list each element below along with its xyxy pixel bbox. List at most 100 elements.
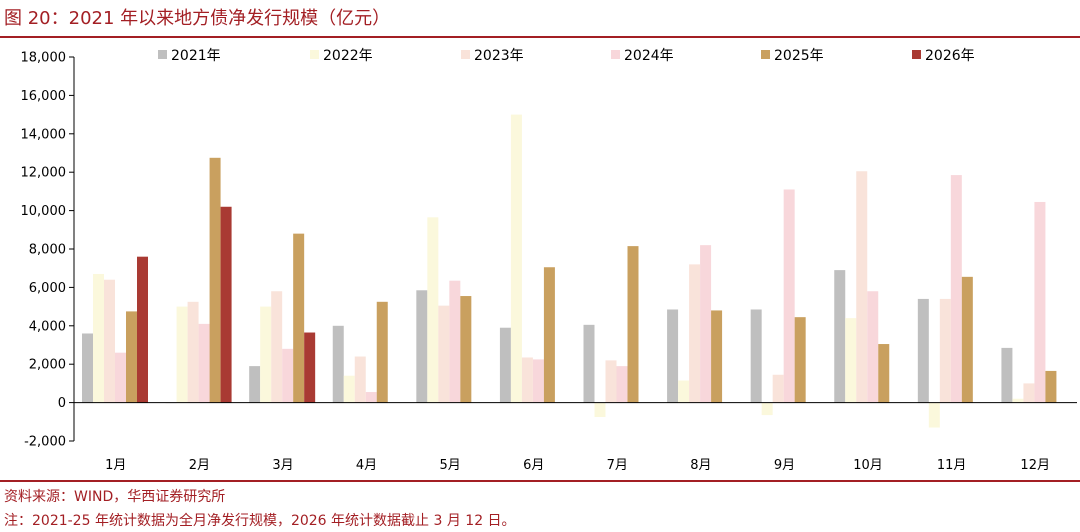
legend-swatch xyxy=(158,50,167,59)
bar xyxy=(878,344,890,403)
bar xyxy=(137,256,148,403)
legend-label: 2026年 xyxy=(925,48,975,64)
bar xyxy=(198,323,210,403)
bar xyxy=(126,311,137,403)
bar xyxy=(449,280,461,403)
bar xyxy=(616,366,628,403)
y-tick-label: -2,000 xyxy=(24,435,66,450)
bar xyxy=(627,246,639,403)
legend-swatch xyxy=(611,50,620,59)
bar xyxy=(93,273,104,403)
bar xyxy=(834,270,846,403)
footer-divider xyxy=(0,480,1080,482)
bar xyxy=(761,402,773,416)
footnote: 注：2021-25 年统计数据为全月净发行规模，2026 年统计数据截止 3 月… xyxy=(4,513,516,529)
chart-bars xyxy=(82,114,1057,428)
x-tick-label: 2月 xyxy=(189,458,210,473)
bar xyxy=(689,264,701,403)
bar xyxy=(115,352,126,403)
bar xyxy=(961,276,973,403)
bar xyxy=(1001,347,1013,403)
x-tick-label: 8月 xyxy=(690,458,711,473)
bar xyxy=(1023,383,1035,403)
y-tick-label: 0 xyxy=(58,396,66,411)
bar xyxy=(950,175,962,403)
y-tick-label: 18,000 xyxy=(21,51,67,66)
bar xyxy=(928,402,940,428)
y-tick-label: 16,000 xyxy=(21,89,67,104)
bar xyxy=(678,380,690,403)
bar xyxy=(856,171,868,403)
bar xyxy=(438,305,450,403)
bar xyxy=(220,206,232,403)
bar xyxy=(1034,201,1046,403)
legend-swatch xyxy=(912,50,921,59)
legend-swatch xyxy=(761,50,770,59)
x-tick-label: 11月 xyxy=(937,458,967,473)
bar xyxy=(750,309,762,403)
x-tick-label: 4月 xyxy=(356,458,377,473)
bar xyxy=(794,317,806,403)
bar xyxy=(332,325,344,403)
bar xyxy=(1045,370,1057,403)
legend-label: 2022年 xyxy=(323,48,373,64)
bar xyxy=(343,375,355,403)
bar xyxy=(293,233,305,403)
bar xyxy=(605,360,617,403)
x-tick-label: 1月 xyxy=(105,458,126,473)
bar xyxy=(499,327,511,403)
bar xyxy=(376,301,388,403)
bar xyxy=(365,392,377,403)
x-tick-label: 10月 xyxy=(853,458,883,473)
y-tick-label: 4,000 xyxy=(29,319,66,334)
legend-label: 2024年 xyxy=(624,48,674,64)
legend-label: 2021年 xyxy=(171,48,221,64)
bar-chart: 2021年 2022年 2023年 2024年 2025年 2026年 -2,000 0 2,… xyxy=(21,48,1077,473)
bar xyxy=(521,357,533,403)
figure-title: 图 20：2021 年以来地方债净发行规模（亿元） xyxy=(4,8,391,29)
bar xyxy=(711,310,723,403)
y-tick-label: 6,000 xyxy=(29,281,66,296)
bar xyxy=(700,245,712,403)
bar xyxy=(667,309,679,403)
x-tick-label: 9月 xyxy=(774,458,795,473)
y-tick-label: 10,000 xyxy=(21,204,67,219)
bar xyxy=(1012,398,1024,403)
bar xyxy=(176,306,188,403)
legend-swatch xyxy=(461,50,470,59)
bar xyxy=(532,359,544,403)
bar xyxy=(939,298,951,403)
bar xyxy=(82,333,93,403)
bar xyxy=(209,157,221,403)
x-tick-label: 12月 xyxy=(1020,458,1050,473)
y-tick-label: 14,000 xyxy=(21,127,67,142)
bar xyxy=(282,348,294,403)
bar xyxy=(594,402,606,417)
bar xyxy=(104,279,115,403)
source-note: 资料来源：WIND，华西证券研究所 xyxy=(4,489,226,505)
x-tick-label: 3月 xyxy=(272,458,293,473)
bar xyxy=(543,267,555,403)
y-tick-label: 12,000 xyxy=(21,166,67,181)
x-tick-label: 5月 xyxy=(439,458,460,473)
title-divider xyxy=(0,36,1080,38)
chart-legend: 2021年 2022年 2023年 2024年 2025年 2026年 xyxy=(158,48,975,64)
y-tick-label: 8,000 xyxy=(29,243,66,258)
bar xyxy=(416,290,428,403)
bar xyxy=(845,318,857,403)
x-tick-label: 7月 xyxy=(607,458,628,473)
legend-swatch xyxy=(310,50,319,59)
x-tick-label: 6月 xyxy=(523,458,544,473)
bar xyxy=(583,324,595,403)
bar xyxy=(427,217,439,403)
bar xyxy=(354,356,366,403)
bar xyxy=(271,291,283,403)
bar xyxy=(260,306,272,403)
bar xyxy=(867,291,879,403)
chart-axes: -2,000 0 2,000 4,000 6,000 8,000 10,000 12,000 1… xyxy=(21,51,1077,473)
bar xyxy=(460,296,472,403)
legend-label: 2025年 xyxy=(774,48,824,64)
bar xyxy=(249,366,261,403)
bar xyxy=(783,189,795,403)
y-tick-label: 2,000 xyxy=(29,358,66,373)
